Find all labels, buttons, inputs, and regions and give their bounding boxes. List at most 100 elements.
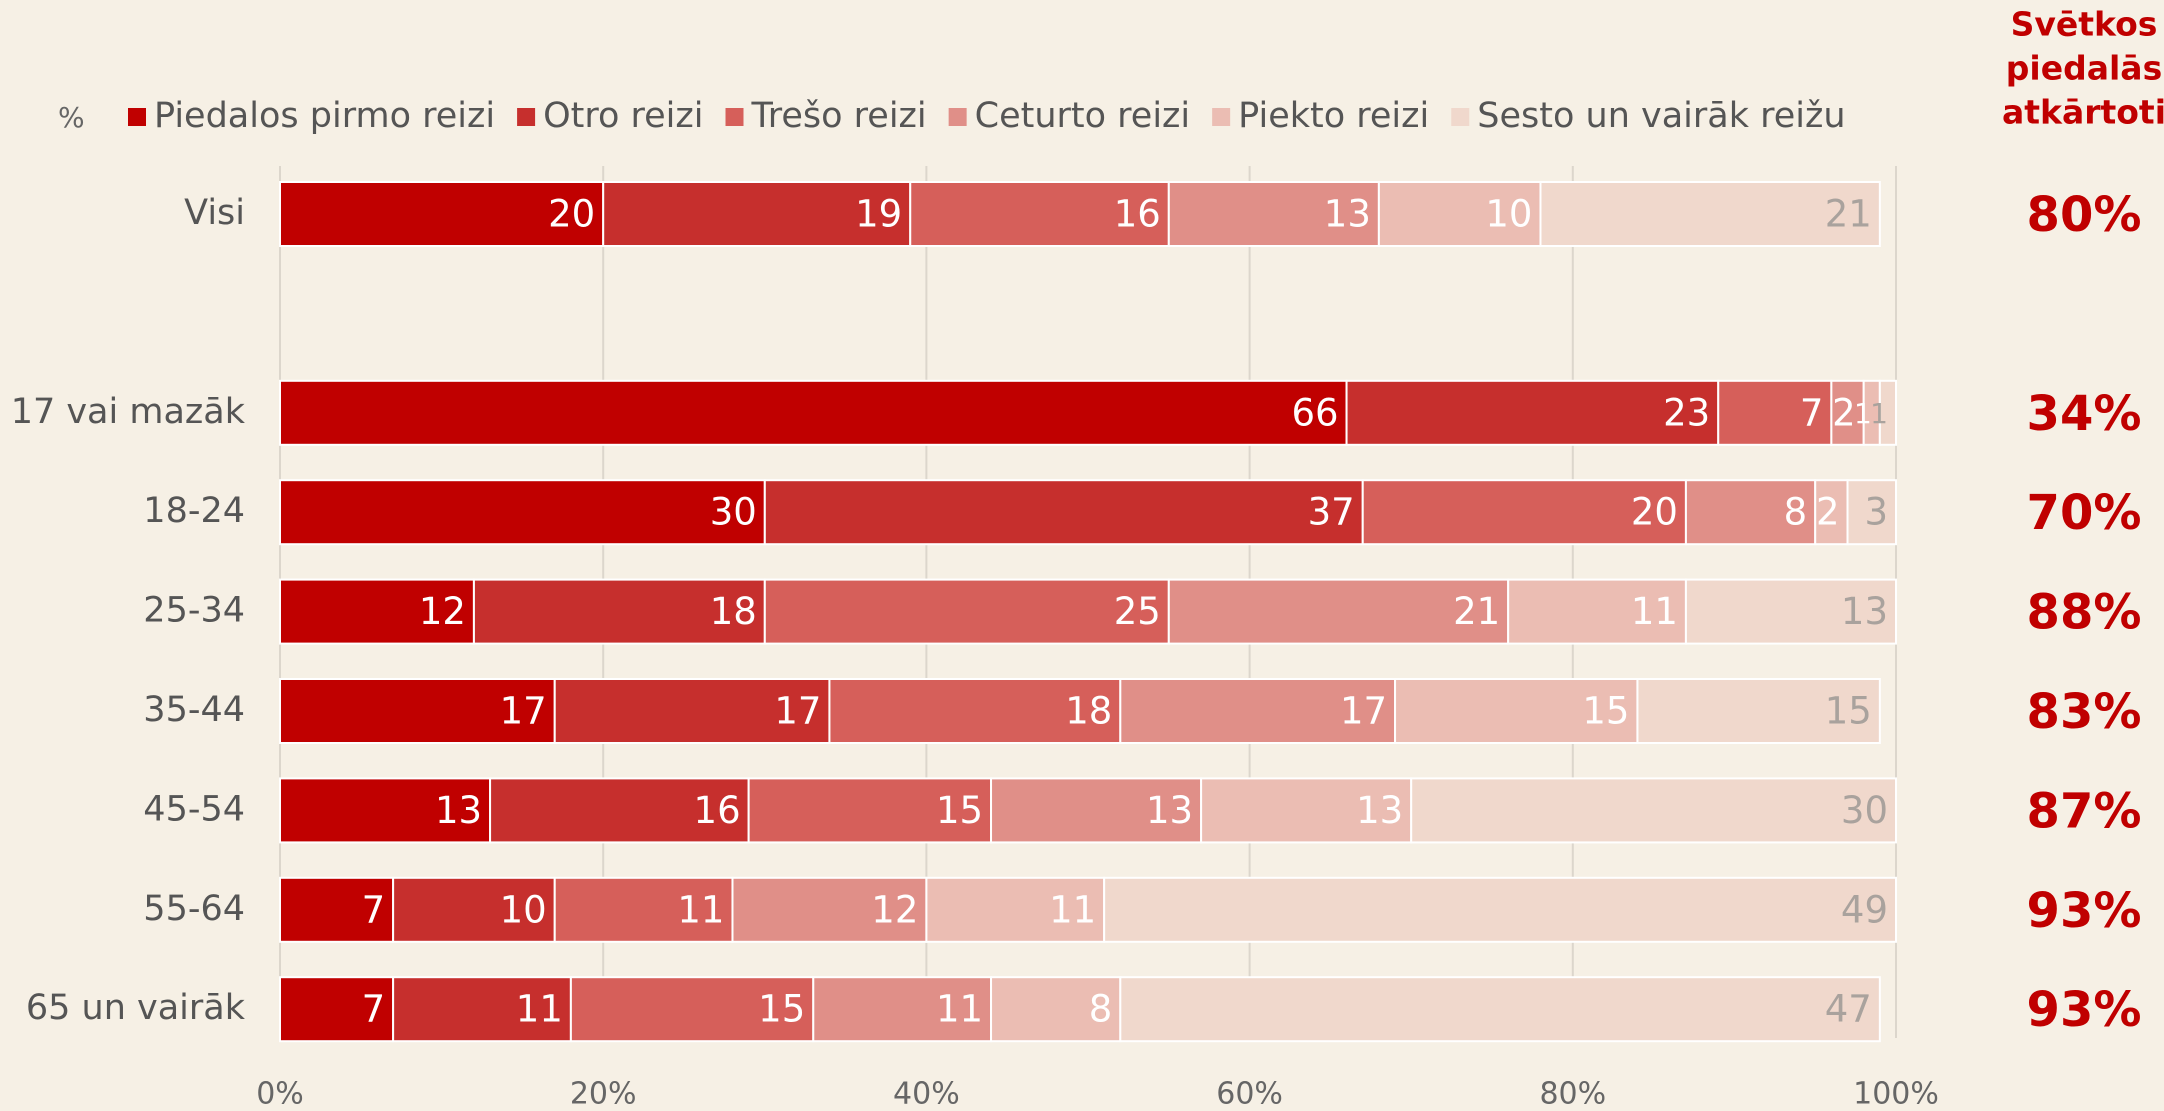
bar-value-label: 1 <box>1870 397 1888 430</box>
bar-value-label: 8 <box>1784 491 1808 534</box>
bar-segment <box>472 578 766 645</box>
bar-value-label: 47 <box>1825 988 1872 1031</box>
x-tick-label: 0% <box>256 1077 304 1111</box>
bar-value-label: 13 <box>1324 193 1371 236</box>
bar-segment <box>569 976 815 1043</box>
bar-value-label: 20 <box>1631 491 1678 534</box>
bar-segment <box>1684 578 1898 645</box>
legend-label: Sesto un vairāk reižu <box>1477 96 1845 136</box>
bar-value-label: 11 <box>1049 888 1096 931</box>
x-tick-label: 40% <box>893 1077 960 1111</box>
bar-value-label: 10 <box>500 888 547 931</box>
bar-segment <box>1830 379 1865 446</box>
bar-segment <box>1200 777 1413 844</box>
y-tick-label: 18-24 <box>143 491 245 531</box>
legend-label: Piedalos pirmo reizi <box>154 96 495 136</box>
bar-segment <box>279 976 395 1043</box>
bar-value-label: 17 <box>774 690 821 733</box>
bar-value-label: 66 <box>1291 391 1338 434</box>
bar-segment <box>392 976 572 1043</box>
bar-segment <box>812 976 993 1043</box>
bar-segment <box>279 876 395 943</box>
bar-segment <box>279 181 605 247</box>
bar-value-label: 15 <box>1582 690 1629 733</box>
bar-segment <box>1878 379 1897 446</box>
unit-label: % <box>58 101 85 134</box>
side-value: 80% <box>2027 187 2142 243</box>
bar-value-label: 16 <box>1114 193 1161 236</box>
side-value: 70% <box>2027 485 2142 541</box>
bar-value-label: 7 <box>362 988 386 1031</box>
legend-swatch <box>128 108 146 126</box>
bar-value-label: 7 <box>1800 391 1824 434</box>
y-tick-label: Visi <box>184 193 245 233</box>
bar-value-label: 12 <box>419 590 466 633</box>
bar-segment <box>1410 777 1897 844</box>
bar-segment <box>1846 479 1898 546</box>
legend-swatch <box>1451 108 1470 126</box>
bar-value-label: 19 <box>855 193 902 236</box>
bar-value-label: 21 <box>1825 193 1872 236</box>
bar-value-label: 11 <box>516 988 563 1031</box>
y-tick-label: 45-54 <box>143 789 245 829</box>
bar-segment <box>1377 181 1542 247</box>
bar-value-label: 15 <box>936 789 983 832</box>
bar-segment <box>731 876 928 943</box>
bar-value-label: 2 <box>1832 391 1856 434</box>
side-value: 88% <box>2027 585 2142 641</box>
bar-segment <box>1345 379 1720 446</box>
bar-value-label: 13 <box>1356 789 1403 832</box>
bar-value-label: 13 <box>1146 789 1193 832</box>
bar-segment <box>763 479 1364 546</box>
legend-swatch <box>1212 108 1231 126</box>
legend-swatch <box>517 108 536 126</box>
bar-segment <box>1636 678 1881 744</box>
x-tick-label: 100% <box>1853 1077 1939 1111</box>
side-value: 93% <box>2027 982 2142 1038</box>
bar-value-label: 15 <box>1825 690 1872 733</box>
bar-segment <box>747 777 993 844</box>
bar-segment <box>553 876 734 943</box>
y-tick-label: 55-64 <box>143 889 245 929</box>
bar-value-label: 3 <box>1864 491 1888 534</box>
side-title: Svētkos <box>2011 5 2158 44</box>
bar-segment <box>1119 976 1881 1043</box>
bar-segment <box>1361 479 1687 546</box>
bar-value-label: 17 <box>1340 690 1387 733</box>
bar-value-label: 13 <box>1841 590 1888 633</box>
bar-value-label: 1 <box>1854 397 1872 430</box>
bar-segment <box>279 578 475 645</box>
x-tick-label: 60% <box>1216 1077 1283 1111</box>
bar-value-label: 11 <box>677 888 724 931</box>
bar-segment <box>1684 479 1817 546</box>
side-value: 34% <box>2027 386 2142 442</box>
y-tick-label: 25-34 <box>143 591 245 631</box>
bar-value-label: 11 <box>1631 590 1678 633</box>
bar-value-label: 30 <box>1841 789 1888 832</box>
bar-value-label: 18 <box>1065 690 1112 733</box>
x-tick-label: 20% <box>570 1077 637 1111</box>
side-title: atkārtoti <box>2002 93 2164 132</box>
bar-value-label: 23 <box>1663 391 1710 434</box>
bar-value-label: 20 <box>548 193 595 236</box>
bar-segment <box>1167 578 1510 645</box>
bar-segment <box>763 578 1170 645</box>
legend-label: Otro reizi <box>543 96 703 136</box>
bar-value-label: 2 <box>1816 491 1840 534</box>
bar-segment <box>1539 181 1881 247</box>
bar-value-label: 13 <box>435 789 482 832</box>
legend-label: Ceturto reizi <box>975 96 1191 136</box>
x-tick-label: 80% <box>1539 1077 1606 1111</box>
legend-label: Piekto reizi <box>1238 96 1429 136</box>
bar-segment <box>553 678 831 744</box>
bar-value-label: 15 <box>758 988 805 1031</box>
legend-swatch <box>948 108 967 126</box>
bar-segment <box>279 379 1348 446</box>
bar-segment <box>1103 876 1898 943</box>
bar-value-label: 37 <box>1308 491 1355 534</box>
bar-value-label: 21 <box>1453 590 1500 633</box>
side-value: 87% <box>2027 783 2142 839</box>
bar-value-label: 49 <box>1841 888 1888 931</box>
